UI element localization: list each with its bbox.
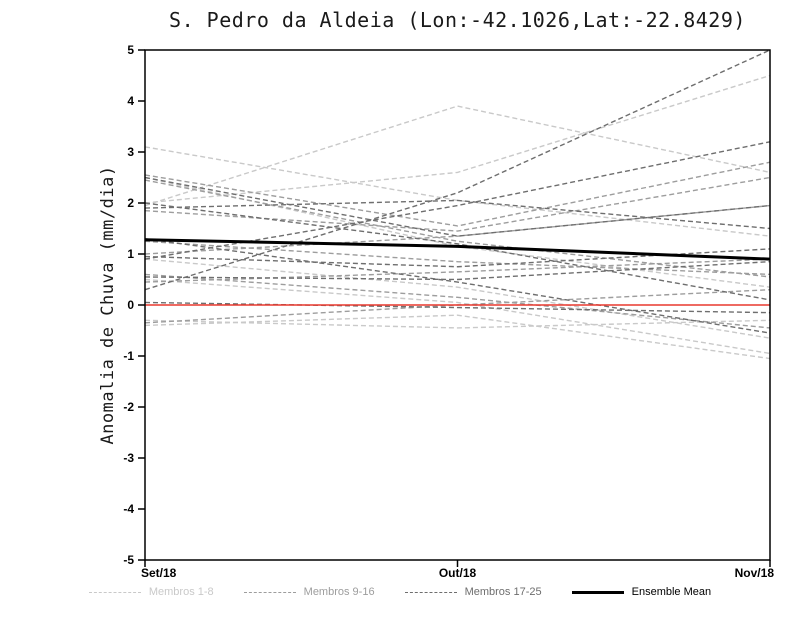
legend-item: Membros 1-8 [88,586,214,598]
y-tick-label: -4 [123,502,134,516]
member-line [144,74,771,204]
x-tick-label: Out/18 [439,566,477,580]
member-line [144,49,771,291]
member-line [144,301,771,314]
legend-line-sample [571,590,624,594]
legend-item: Membros 9-16 [243,586,375,598]
member-line [144,199,771,230]
member-line [144,204,771,255]
y-tick-label: 0 [127,298,134,312]
member-line [144,176,771,232]
legend-item: Ensemble Mean [571,586,712,598]
member-line [144,238,771,334]
legend-label: Membros 1-8 [148,586,214,598]
x-tick-label: Set/18 [141,566,177,580]
member-line [144,146,771,237]
y-tick-label: 3 [127,145,134,159]
x-tick-label: Nov/18 [735,566,775,580]
member-line [144,202,771,301]
y-tick-label: 5 [127,43,134,57]
ensemble-mean-line [144,238,771,261]
member-line [144,179,771,278]
y-tick-label: 1 [127,247,134,261]
member-line [144,258,771,283]
y-tick-label: 2 [127,196,134,210]
chart-title: S. Pedro da Aldeia (Lon:-42.1026,Lat:-22… [169,8,746,32]
member-line [144,176,771,237]
y-tick-label: 4 [127,94,134,108]
member-line [144,161,771,227]
y-tick-label: -5 [123,553,134,567]
member-line [144,278,771,355]
member-line [144,105,771,207]
member-line [144,319,771,329]
y-tick-label: -3 [123,451,134,465]
y-tick-label: -1 [123,349,134,363]
legend-line-sample [243,591,296,593]
legend-line-sample [88,591,141,593]
legend-item: Membros 17-25 [404,586,542,598]
member-line [144,260,771,281]
legend-label: Ensemble Mean [631,586,712,598]
member-line [144,273,771,329]
legend-line-sample [404,591,457,593]
legend: Membros 1-8 Membros 9-16 Membros 17-25 Ense… [0,586,800,598]
member-line [144,258,771,339]
legend-label: Membros 9-16 [303,586,375,598]
y-tick-label: -2 [123,400,134,414]
legend-label: Membros 17-25 [464,586,542,598]
member-line [144,314,771,360]
member-line [144,248,771,268]
